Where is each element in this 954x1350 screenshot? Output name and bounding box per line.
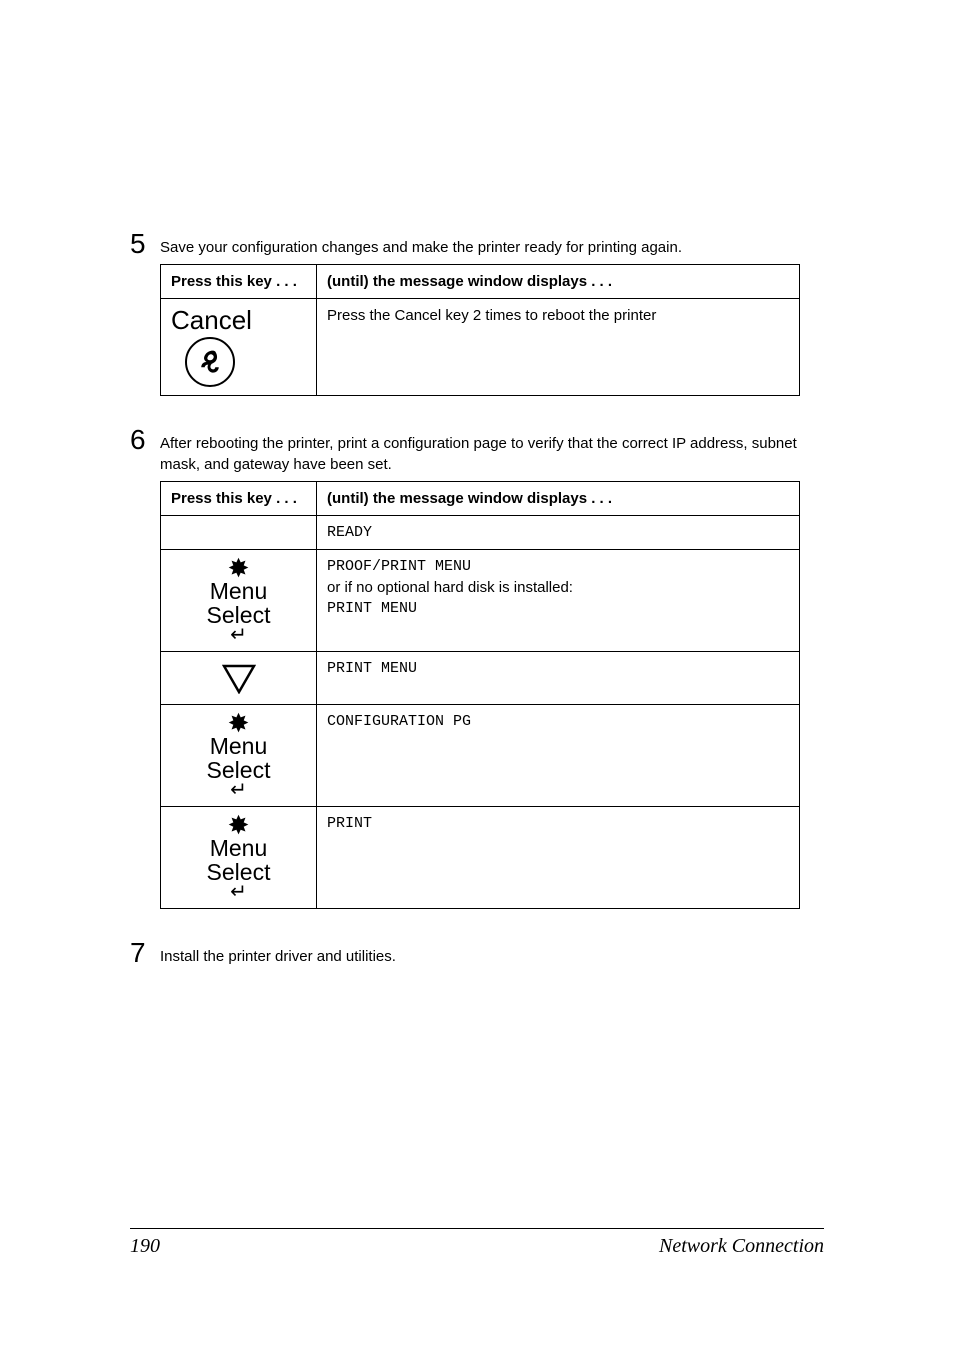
table-step-5: Press this key . . . (until) the message… — [160, 264, 800, 396]
table6-r1-key-empty — [161, 515, 317, 549]
table6-r5-key-menuselect: ✸ Menu Select ↵ — [161, 806, 317, 908]
proof-print-text: PROOF/PRINT MENU — [327, 558, 789, 575]
menu-label: Menu — [171, 579, 306, 603]
page-footer: 190 Network Connection — [130, 1228, 824, 1258]
cancel-glyph-icon — [196, 348, 224, 376]
enter-arrow-icon: ↵ — [171, 627, 306, 643]
cancel-key-label: Cancel — [171, 307, 306, 333]
table6-header-key: Press this key . . . — [161, 481, 317, 515]
print-menu-text: PRINT MENU — [327, 600, 789, 617]
step-6-text: After rebooting the printer, print a con… — [160, 426, 824, 475]
menu-label: Menu — [171, 836, 306, 860]
section-title: Network Connection — [659, 1235, 824, 1258]
down-triangle-icon — [171, 660, 306, 696]
star-icon: ✸ — [171, 558, 306, 579]
page-number: 190 — [130, 1235, 160, 1258]
step-7-number: 7 — [130, 939, 152, 967]
table5-cell-key-cancel: Cancel — [161, 299, 317, 396]
table6-r3-msg: PRINT MENU — [317, 651, 800, 704]
step-5-text: Save your configuration changes and make… — [160, 230, 682, 258]
step-7: 7 Install the printer driver and utiliti… — [130, 939, 824, 967]
step-6: 6 After rebooting the printer, print a c… — [130, 426, 824, 909]
cancel-key-icon — [185, 337, 235, 387]
proof-note-text: or if no optional hard disk is installed… — [327, 579, 789, 596]
table6-header-msg: (until) the message window displays . . … — [317, 481, 800, 515]
enter-arrow-icon: ↵ — [171, 884, 306, 900]
footer-rule — [130, 1228, 824, 1229]
table6-r2-key-menuselect: ✸ Menu Select ↵ — [161, 549, 317, 651]
step-6-number: 6 — [130, 426, 152, 454]
table6-r4-msg: CONFIGURATION PG — [317, 704, 800, 806]
table6-r3-key-down — [161, 651, 317, 704]
step-5: 5 Save your configuration changes and ma… — [130, 230, 824, 396]
table6-r2-msg: PROOF/PRINT MENU or if no optional hard … — [317, 549, 800, 651]
table5-header-key: Press this key . . . — [161, 265, 317, 299]
table6-r1-msg: READY — [317, 515, 800, 549]
menu-label: Menu — [171, 734, 306, 758]
enter-arrow-icon: ↵ — [171, 782, 306, 798]
step-5-number: 5 — [130, 230, 152, 258]
table5-cell-msg: Press the Cancel key 2 times to reboot t… — [317, 299, 800, 396]
page-container: 5 Save your configuration changes and ma… — [0, 0, 954, 1350]
star-icon: ✸ — [171, 713, 306, 734]
table5-header-msg: (until) the message window displays . . … — [317, 265, 800, 299]
step-7-text: Install the printer driver and utilities… — [160, 939, 396, 967]
star-icon: ✸ — [171, 815, 306, 836]
table6-r5-msg: PRINT — [317, 806, 800, 908]
table-step-6: Press this key . . . (until) the message… — [160, 481, 800, 909]
table6-r4-key-menuselect: ✸ Menu Select ↵ — [161, 704, 317, 806]
